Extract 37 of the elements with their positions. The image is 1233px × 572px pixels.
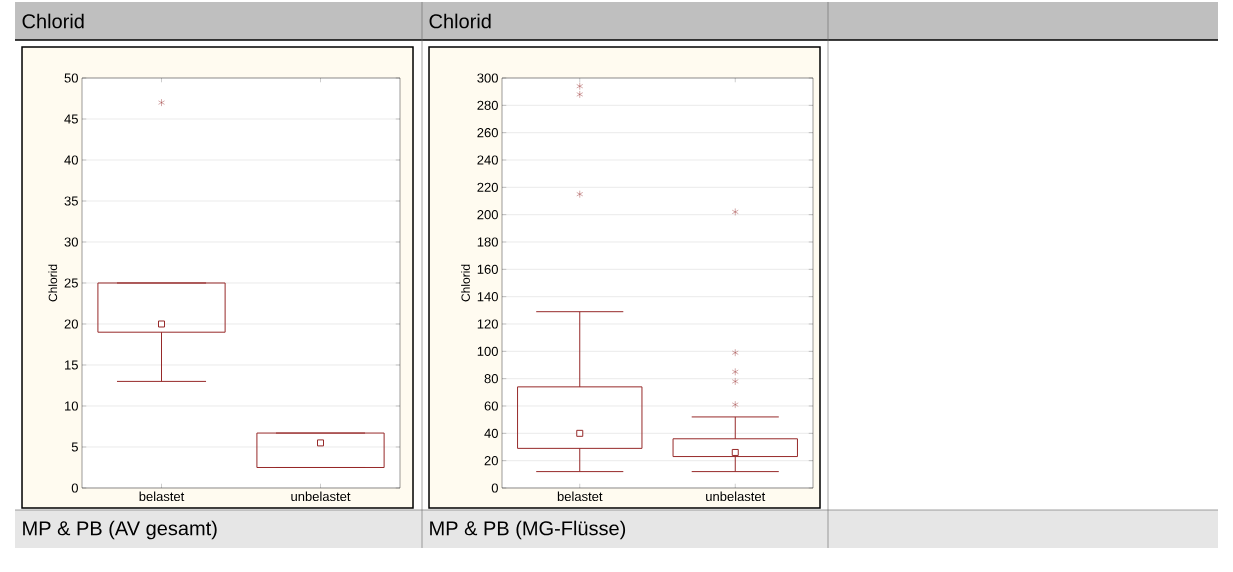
y-tick-label: 260 — [477, 128, 498, 138]
y-axis-title: Chlorid — [461, 264, 470, 302]
y-tick-label: 10 — [65, 401, 78, 411]
text: MP & PB (MG-Flüsse) — [430, 520, 626, 540]
y-tick-label: 280 — [477, 100, 498, 110]
y-tick-label: 180 — [477, 237, 498, 247]
x-tick-label: unbelastet — [706, 491, 766, 502]
chart-title: Chlorid — [429, 13, 491, 29]
y-tick-label: 20 — [64, 319, 78, 329]
y-tick-label: 240 — [477, 155, 498, 165]
y-tick-label: 50 — [64, 73, 78, 83]
y-tick-label: 100 — [477, 346, 498, 356]
y-tick-label: 0 — [491, 483, 498, 493]
y-tick-label: 220 — [477, 182, 498, 192]
x-tick-label: belastet — [139, 491, 185, 502]
y-tick-label: 300 — [477, 73, 498, 83]
y-tick-label: 30 — [64, 237, 78, 247]
y-tick-label: 60 — [484, 401, 498, 411]
y-tick-label: 200 — [477, 210, 498, 220]
chart-title: Chlorid — [22, 13, 84, 29]
y-tick-label: 0 — [71, 483, 78, 493]
x-tick-label: belastet — [557, 491, 603, 502]
y-tick-label: 15 — [65, 360, 78, 370]
x-tick-label: unbelastet — [291, 491, 351, 502]
y-tick-label: 25 — [64, 278, 78, 288]
y-tick-label: 40 — [484, 428, 498, 438]
y-tick-label: 45 — [64, 114, 78, 124]
y-tick-label: 140 — [477, 292, 498, 302]
text: MP & PB (AV gesamt) — [23, 520, 217, 540]
y-axis-title: Chlorid — [48, 264, 58, 302]
y-tick-label: 5 — [71, 442, 78, 452]
y-tick-label: 35 — [64, 196, 78, 206]
y-tick-label: 120 — [477, 319, 498, 329]
y-tick-label: 160 — [477, 264, 498, 274]
y-tick-label: 20 — [484, 456, 498, 466]
y-tick-label: 40 — [64, 155, 78, 165]
y-tick-label: 80 — [484, 374, 498, 384]
